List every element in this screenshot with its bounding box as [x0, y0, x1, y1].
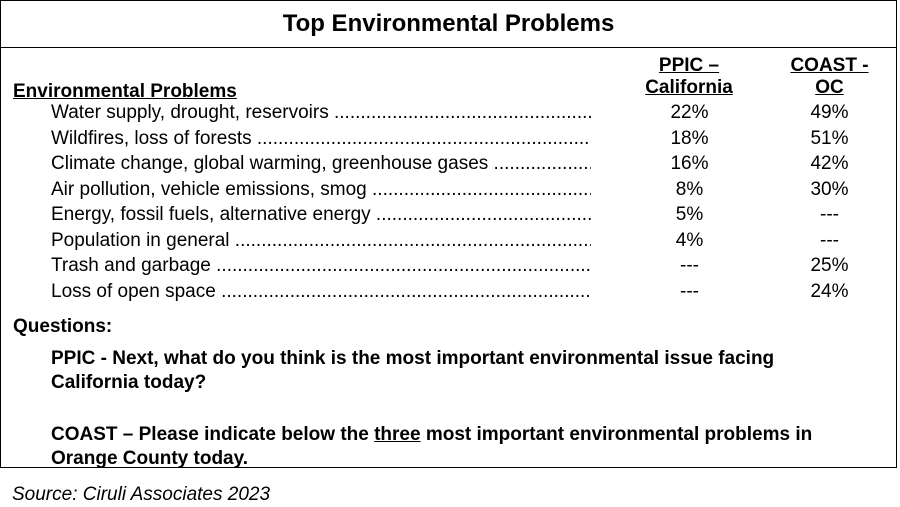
coast-value: 49%	[810, 102, 849, 123]
ppic-value: 4%	[675, 229, 704, 251]
column-header-coast-line2: OC	[815, 77, 844, 98]
row-label: Wildfires, loss of forests	[51, 126, 591, 151]
questions-heading: Questions:	[13, 316, 113, 337]
column-header-ppic: PPIC – California	[633, 55, 745, 99]
row-label: Air pollution, vehicle emissions, smog	[51, 177, 591, 202]
table-title: Top Environmental Problems	[1, 1, 896, 48]
ppic-value: 22%	[670, 102, 709, 123]
table-row: Climate change, global warming, greenhou…	[1, 151, 896, 176]
table-row: Water supply, drought, reservoirs 22% 49%	[1, 100, 896, 125]
row-label: Water supply, drought, reservoirs	[51, 100, 591, 125]
coast-value: 51%	[810, 127, 849, 149]
column-header-ppic-line2: California	[645, 77, 733, 98]
source-note: Source: Ciruli Associates 2023	[12, 484, 271, 505]
question-coast-end: most important environmental problems in…	[51, 424, 813, 469]
row-label: Climate change, global warming, greenhou…	[51, 151, 591, 176]
row-label: Trash and garbage	[51, 253, 591, 278]
coast-value: 42%	[810, 153, 849, 174]
coast-value: 30%	[810, 178, 849, 200]
ppic-value: ---	[680, 280, 699, 302]
column-header-coast-line1: COAST -	[790, 55, 869, 76]
column-header-ppic-line1: PPIC –	[658, 55, 720, 76]
row-header: Environmental Problems	[13, 81, 237, 102]
question-coast: COAST – Please indicate below the three …	[51, 423, 851, 471]
coast-value: ---	[820, 204, 839, 225]
row-label: Loss of open space	[51, 279, 591, 304]
coast-value: 25%	[810, 255, 849, 276]
ppic-value: 5%	[675, 204, 704, 225]
ppic-value: 8%	[675, 178, 704, 200]
row-label: Energy, fossil fuels, alternative energy	[51, 202, 591, 227]
coast-value: ---	[820, 229, 839, 251]
table-row: Wildfires, loss of forests 18% 51%	[1, 126, 896, 151]
question-coast-start: COAST – Please indicate below the	[51, 424, 375, 445]
ppic-value: ---	[680, 255, 699, 276]
question-coast-emphasis: three	[374, 424, 421, 445]
question-ppic: PPIC - Next, what do you think is the mo…	[51, 348, 775, 393]
table-row: Energy, fossil fuels, alternative energy…	[1, 202, 896, 227]
table-row: Population in general 4% ---	[1, 228, 896, 253]
ppic-value: 18%	[670, 127, 709, 149]
coast-value: 24%	[810, 280, 849, 302]
row-label: Population in general	[51, 228, 591, 253]
table-frame: Top Environmental Problems Environmental…	[0, 0, 897, 468]
table-row: Loss of open space --- 24%	[1, 279, 896, 304]
column-header-coast: COAST - OC	[776, 55, 883, 99]
table-row: Air pollution, vehicle emissions, smog 8%…	[1, 177, 896, 202]
ppic-value: 16%	[670, 153, 709, 174]
table-row: Trash and garbage --- 25%	[1, 253, 896, 278]
